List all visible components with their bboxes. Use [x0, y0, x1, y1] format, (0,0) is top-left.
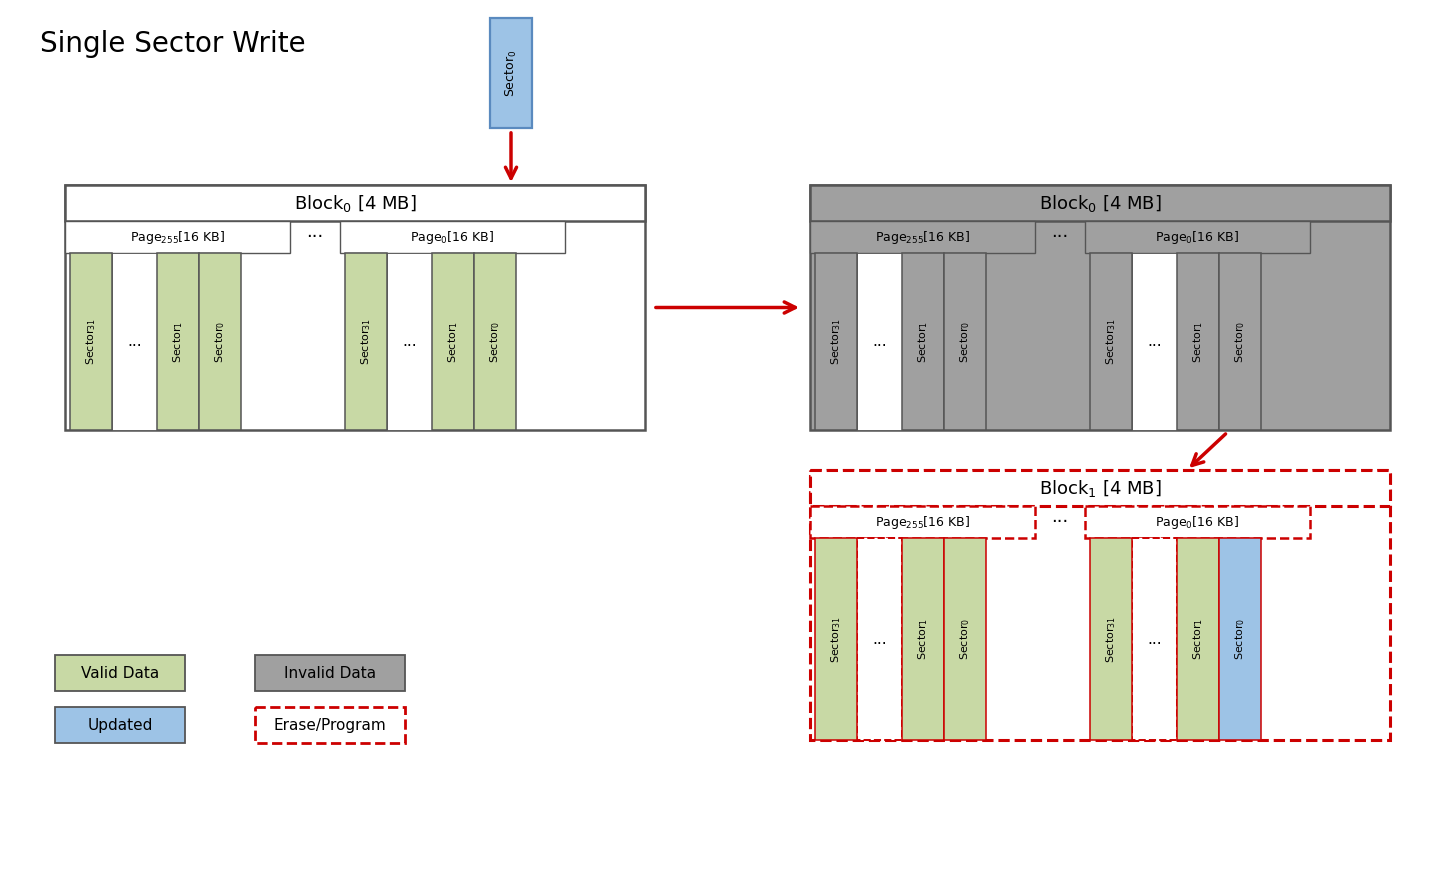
Text: Sector$_{31}$: Sector$_{31}$: [1104, 318, 1117, 365]
Text: Sector$_{1}$: Sector$_{1}$: [446, 320, 459, 363]
Bar: [901, 538, 945, 740]
Bar: [809, 185, 1390, 221]
Bar: [474, 253, 516, 430]
Text: Updated: Updated: [88, 718, 153, 732]
Text: Sector$_{31}$: Sector$_{31}$: [359, 318, 373, 365]
Bar: [199, 253, 240, 430]
Bar: [346, 253, 387, 430]
Text: Single Sector Write: Single Sector Write: [40, 30, 305, 58]
Text: Sector$_{0}$: Sector$_{0}$: [958, 618, 972, 660]
Bar: [112, 253, 157, 430]
Text: ...: ...: [402, 334, 416, 349]
Bar: [945, 538, 986, 740]
Text: ...: ...: [127, 334, 141, 349]
Text: Sector$_{0}$: Sector$_{0}$: [488, 320, 503, 363]
Text: ...: ...: [873, 631, 887, 646]
Text: Sector$_{1}$: Sector$_{1}$: [1191, 320, 1205, 363]
Text: Sector$_0$: Sector$_0$: [504, 50, 518, 97]
Text: Sector$_{31}$: Sector$_{31}$: [84, 318, 98, 365]
Text: Sector$_{31}$: Sector$_{31}$: [1104, 616, 1117, 663]
Bar: [1090, 253, 1132, 430]
Text: ···: ···: [1051, 228, 1068, 246]
Text: Sector$_{0}$: Sector$_{0}$: [958, 320, 972, 363]
Bar: [809, 470, 1390, 740]
Text: ...: ...: [1148, 631, 1162, 646]
Text: ···: ···: [307, 228, 324, 246]
Bar: [65, 221, 289, 253]
Bar: [157, 253, 199, 430]
Bar: [809, 221, 1035, 253]
Text: ...: ...: [1148, 334, 1162, 349]
Text: Sector$_{1}$: Sector$_{1}$: [1191, 618, 1205, 660]
Bar: [1090, 538, 1132, 740]
Bar: [809, 470, 1390, 506]
Bar: [857, 253, 901, 430]
Bar: [1220, 538, 1261, 740]
Text: Page$_0$[16 KB]: Page$_0$[16 KB]: [1155, 228, 1240, 246]
Text: Sector$_{0}$: Sector$_{0}$: [1233, 618, 1247, 660]
Bar: [1176, 538, 1220, 740]
Bar: [901, 253, 945, 430]
Bar: [1176, 253, 1220, 430]
Bar: [945, 253, 986, 430]
Bar: [55, 707, 184, 743]
Text: Sector$_{1}$: Sector$_{1}$: [916, 320, 930, 363]
Bar: [815, 538, 857, 740]
Bar: [387, 253, 432, 430]
Bar: [1084, 221, 1310, 253]
Bar: [255, 707, 405, 743]
Text: ...: ...: [873, 334, 887, 349]
Bar: [71, 253, 112, 430]
Bar: [432, 253, 474, 430]
Text: Sector$_{31}$: Sector$_{31}$: [829, 318, 842, 365]
Text: ···: ···: [1051, 513, 1068, 531]
Text: Page$_{255}$[16 KB]: Page$_{255}$[16 KB]: [876, 228, 971, 246]
Text: Invalid Data: Invalid Data: [284, 665, 376, 680]
Bar: [815, 253, 857, 430]
Bar: [1084, 506, 1310, 538]
Bar: [1132, 253, 1176, 430]
Text: Page$_{255}$[16 KB]: Page$_{255}$[16 KB]: [130, 228, 225, 246]
Text: Sector$_{0}$: Sector$_{0}$: [1233, 320, 1247, 363]
Bar: [809, 506, 1035, 538]
Bar: [55, 655, 184, 691]
Text: Valid Data: Valid Data: [81, 665, 160, 680]
Text: Sector$_{31}$: Sector$_{31}$: [829, 616, 842, 663]
Text: Sector$_{1}$: Sector$_{1}$: [916, 618, 930, 660]
Text: Block$_0$ [4 MB]: Block$_0$ [4 MB]: [294, 193, 416, 214]
Bar: [65, 185, 645, 430]
Text: Page$_0$[16 KB]: Page$_0$[16 KB]: [1155, 514, 1240, 530]
Text: Sector$_{1}$: Sector$_{1}$: [171, 320, 184, 363]
Bar: [1220, 253, 1261, 430]
Bar: [255, 655, 405, 691]
Bar: [1132, 538, 1176, 740]
Text: Page$_0$[16 KB]: Page$_0$[16 KB]: [410, 228, 494, 246]
Bar: [857, 538, 901, 740]
Text: Block$_0$ [4 MB]: Block$_0$ [4 MB]: [1038, 193, 1161, 214]
Text: Erase/Program: Erase/Program: [274, 718, 386, 732]
Text: Sector$_{0}$: Sector$_{0}$: [213, 320, 228, 363]
Bar: [65, 185, 645, 221]
Bar: [809, 185, 1390, 430]
Bar: [340, 221, 564, 253]
Text: Page$_{255}$[16 KB]: Page$_{255}$[16 KB]: [876, 514, 971, 530]
Bar: [490, 18, 531, 128]
Text: Block$_1$ [4 MB]: Block$_1$ [4 MB]: [1038, 478, 1161, 499]
